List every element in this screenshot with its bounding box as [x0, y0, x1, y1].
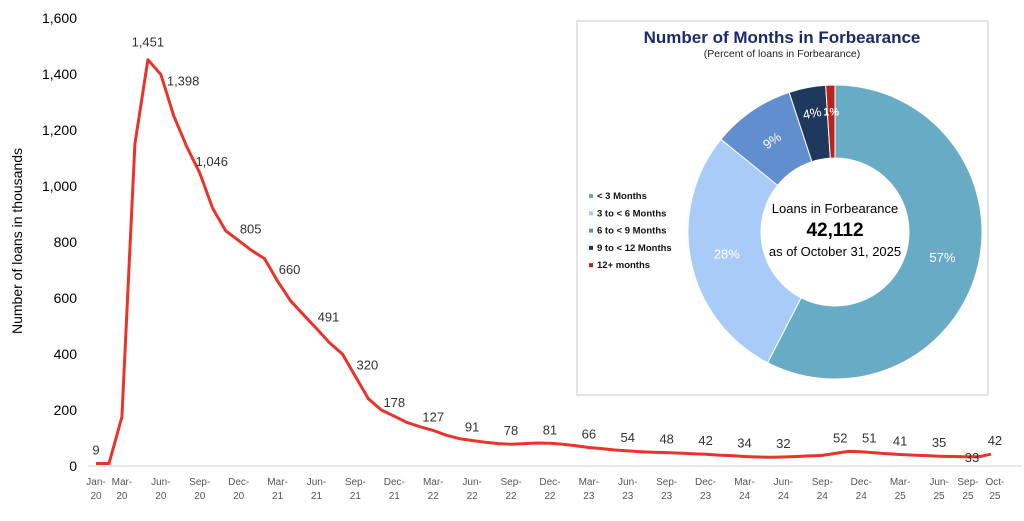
y-tick-label: 1,200 — [42, 122, 77, 138]
data-label: 1,046 — [195, 154, 228, 169]
legend-swatch — [589, 263, 593, 268]
data-label: 178 — [383, 395, 405, 410]
legend-item: < 3 Months — [597, 191, 647, 202]
legend-item: 12+ months — [597, 260, 650, 271]
y-tick-label: 200 — [54, 402, 78, 418]
inset-title: Number of Months in Forbearance — [644, 28, 921, 47]
data-label: 91 — [465, 420, 479, 435]
y-tick-label: 1,600 — [42, 10, 77, 26]
data-label: 81 — [543, 422, 557, 437]
donut-slice — [766, 84, 983, 380]
legend-item: 9 to < 12 Months — [597, 243, 672, 254]
data-label: 320 — [357, 357, 379, 372]
data-label: 51 — [862, 431, 876, 446]
legend-item: 3 to < 6 Months — [597, 208, 666, 219]
center-label: Loans in Forbearance — [772, 201, 898, 216]
slice-label: 28% — [714, 247, 740, 262]
slice-label: 4% — [801, 104, 823, 122]
inset-subtitle: (Percent of loans in Forbearance) — [704, 48, 860, 60]
legend-swatch — [589, 211, 593, 216]
data-label: 660 — [279, 262, 301, 277]
legend-item: 6 to < 9 Months — [597, 226, 666, 237]
data-label: 34 — [737, 435, 751, 450]
data-label: 1,398 — [167, 74, 200, 89]
data-label: 54 — [621, 430, 635, 445]
y-tick-label: 800 — [54, 234, 78, 250]
legend-swatch — [589, 245, 593, 250]
data-label: 42 — [988, 433, 1002, 448]
slice-label: 1% — [823, 107, 839, 119]
series-line — [96, 58, 992, 465]
y-tick-label: 400 — [54, 346, 78, 362]
data-label: 66 — [582, 427, 596, 442]
center-date: as of October 31, 2025 — [769, 244, 901, 259]
legend-swatch — [589, 228, 593, 233]
data-label: 127 — [422, 409, 444, 424]
data-label: 42 — [698, 433, 712, 448]
data-label: 491 — [318, 310, 340, 325]
slice-label: 57% — [929, 250, 955, 265]
y-axis-label: Number of loans in thousands — [9, 148, 25, 334]
center-value: 42,112 — [806, 220, 863, 241]
data-label: 48 — [659, 432, 673, 447]
y-tick-label: 1,000 — [42, 178, 77, 194]
data-label: 32 — [776, 436, 790, 451]
data-label: 9 — [92, 442, 99, 457]
data-label: 805 — [240, 222, 262, 237]
data-label: 35 — [932, 435, 946, 450]
y-tick-label: 0 — [69, 458, 77, 474]
data-label: 33 — [965, 450, 979, 465]
donut-inset: Number of Months in Forbearance (Percent… — [576, 20, 989, 396]
y-tick-label: 600 — [54, 290, 78, 306]
legend-swatch — [589, 194, 593, 198]
data-label: 41 — [893, 434, 907, 449]
data-label: 1,451 — [132, 35, 165, 50]
data-label: 52 — [833, 430, 847, 445]
donut-slice — [825, 84, 836, 159]
y-tick-label: 1,400 — [42, 66, 77, 82]
data-label: 78 — [504, 423, 518, 438]
donut-slice — [687, 138, 802, 364]
